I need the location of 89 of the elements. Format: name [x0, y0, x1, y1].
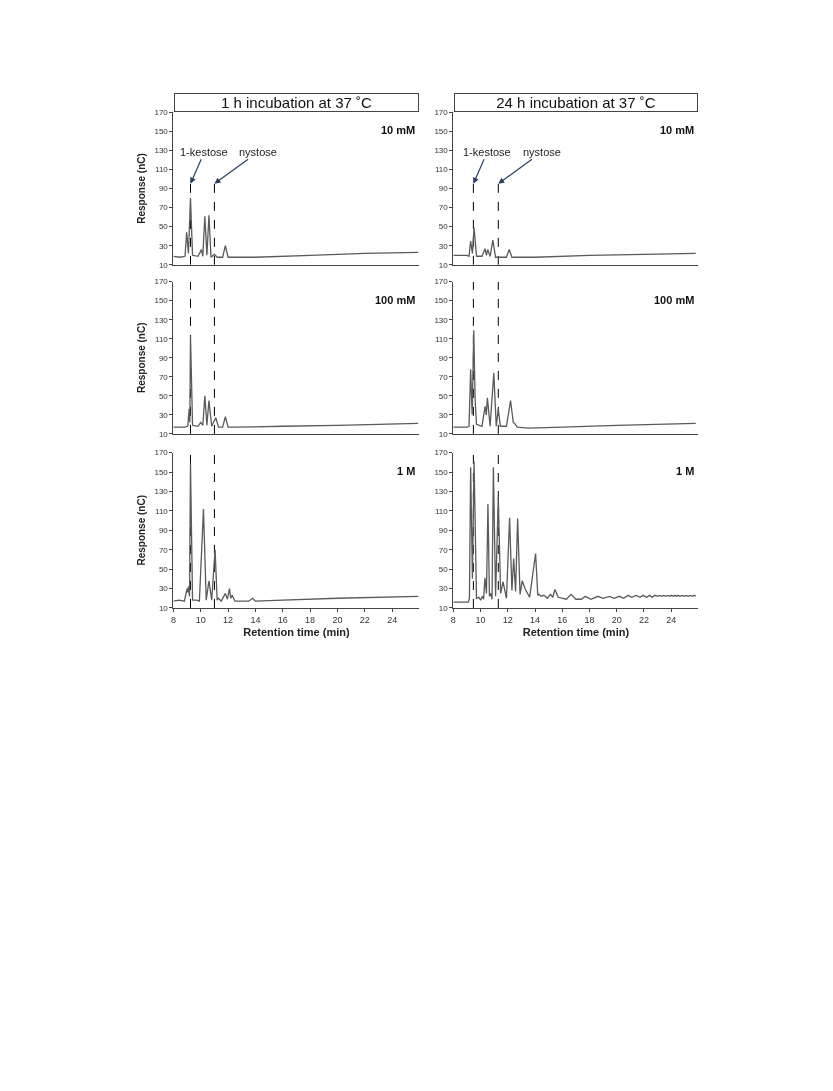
y-tick-label: 50	[438, 222, 449, 232]
y-tick-label: 50	[438, 564, 449, 574]
y-tick-label: 70	[438, 545, 449, 555]
y-tick-label: 170	[434, 277, 449, 287]
y-tick-label: 30	[438, 410, 449, 420]
y-tick-label: 150	[434, 296, 449, 306]
x-tick-label: 22	[359, 614, 370, 625]
y-tick-label: 70	[158, 372, 169, 382]
y-tick-label: 110	[434, 506, 449, 516]
y-tick-label: 170	[154, 107, 169, 117]
annotation: 100 mM	[375, 294, 416, 306]
y-tick-label: 30	[158, 241, 169, 251]
y-tick-label: 90	[438, 526, 449, 536]
y-tick-label: 170	[434, 107, 449, 117]
y-tick-label: 50	[438, 391, 449, 401]
annotation: 100 mM	[654, 294, 695, 306]
annotation: nystose	[523, 146, 561, 158]
y-tick-label: 90	[438, 184, 449, 194]
y-tick-label: 10	[438, 603, 449, 613]
y-tick-label: 110	[434, 165, 449, 175]
y-tick-label: 170	[434, 448, 449, 458]
chart-title: 1 h incubation at 37 ˚C	[220, 94, 373, 111]
x-tick-label: 8	[170, 614, 176, 625]
x-tick-label: 14	[530, 614, 541, 625]
y-tick-label: 10	[158, 260, 169, 270]
y-tick-label: 50	[158, 391, 169, 401]
x-tick-label: 24	[666, 614, 677, 625]
y-tick-label: 130	[434, 146, 449, 156]
x-tick-label: 8	[450, 614, 456, 625]
y-tick-label: 90	[158, 353, 169, 363]
y-tick-label: 70	[438, 372, 449, 382]
annotation: 10 mM	[660, 124, 695, 136]
x-tick-label: 22	[638, 614, 649, 625]
annotation: 1-kestose	[463, 146, 511, 158]
y-tick-label: 70	[158, 545, 169, 555]
y-tick-label: 150	[154, 126, 169, 136]
y-tick-label: 90	[438, 353, 449, 363]
y-tick-label: 130	[434, 315, 449, 325]
y-tick-label: 150	[154, 467, 169, 477]
y-tick-label: 130	[154, 315, 169, 325]
annotation: 1-kestose	[180, 146, 228, 158]
y-tick-label: 90	[158, 526, 169, 536]
y-tick-label: 170	[154, 277, 169, 287]
x-tick-label: 10	[195, 614, 206, 625]
y-tick-label: 110	[155, 165, 169, 175]
annotation: 10 mM	[381, 124, 416, 136]
y-tick-label: 130	[154, 487, 169, 497]
annotation: 1 M	[397, 465, 416, 477]
y-axis-title: Response (nC)	[136, 153, 148, 224]
y-tick-label: 30	[438, 584, 449, 594]
y-axis-title: Response (nC)	[136, 495, 148, 566]
y-tick-label: 110	[155, 506, 169, 516]
x-tick-label: 10	[475, 614, 486, 625]
y-tick-label: 130	[154, 146, 169, 156]
y-tick-label: 90	[158, 184, 169, 194]
x-tick-label: 14	[250, 614, 261, 625]
x-axis-title: Retention time (min)	[243, 625, 350, 638]
x-axis-title: Retention time (min)	[522, 625, 630, 638]
y-tick-label: 170	[154, 448, 169, 458]
y-tick-label: 70	[438, 203, 449, 213]
x-tick-label: 20	[332, 614, 343, 625]
y-tick-label: 10	[158, 429, 169, 439]
y-tick-label: 50	[158, 222, 169, 232]
y-tick-label: 30	[158, 584, 169, 594]
y-axis-title: Response (nC)	[136, 322, 148, 394]
annotation: 1 M	[676, 465, 695, 477]
x-tick-label: 18	[305, 614, 316, 625]
x-tick-label: 20	[611, 614, 622, 625]
y-tick-label: 130	[434, 487, 449, 497]
chart-title: 24 h incubation at 37 ˚C	[496, 94, 656, 111]
y-tick-label: 10	[438, 429, 449, 439]
x-tick-label: 16	[557, 614, 568, 625]
y-tick-label: 50	[158, 564, 169, 574]
y-tick-label: 10	[158, 603, 169, 613]
x-tick-label: 18	[584, 614, 595, 625]
y-tick-label: 150	[154, 296, 169, 306]
y-tick-label: 150	[434, 467, 449, 477]
x-tick-label: 12	[502, 614, 513, 625]
y-tick-label: 30	[438, 241, 449, 251]
y-tick-label: 10	[438, 260, 449, 270]
y-tick-label: 70	[158, 203, 169, 213]
annotation: nystose	[239, 146, 277, 158]
y-tick-label: 110	[155, 334, 169, 344]
x-tick-label: 12	[223, 614, 234, 625]
y-tick-label: 30	[158, 410, 169, 420]
x-tick-label: 16	[277, 614, 288, 625]
y-tick-label: 110	[434, 334, 449, 344]
y-tick-label: 150	[434, 126, 449, 136]
x-tick-label: 24	[387, 614, 398, 625]
